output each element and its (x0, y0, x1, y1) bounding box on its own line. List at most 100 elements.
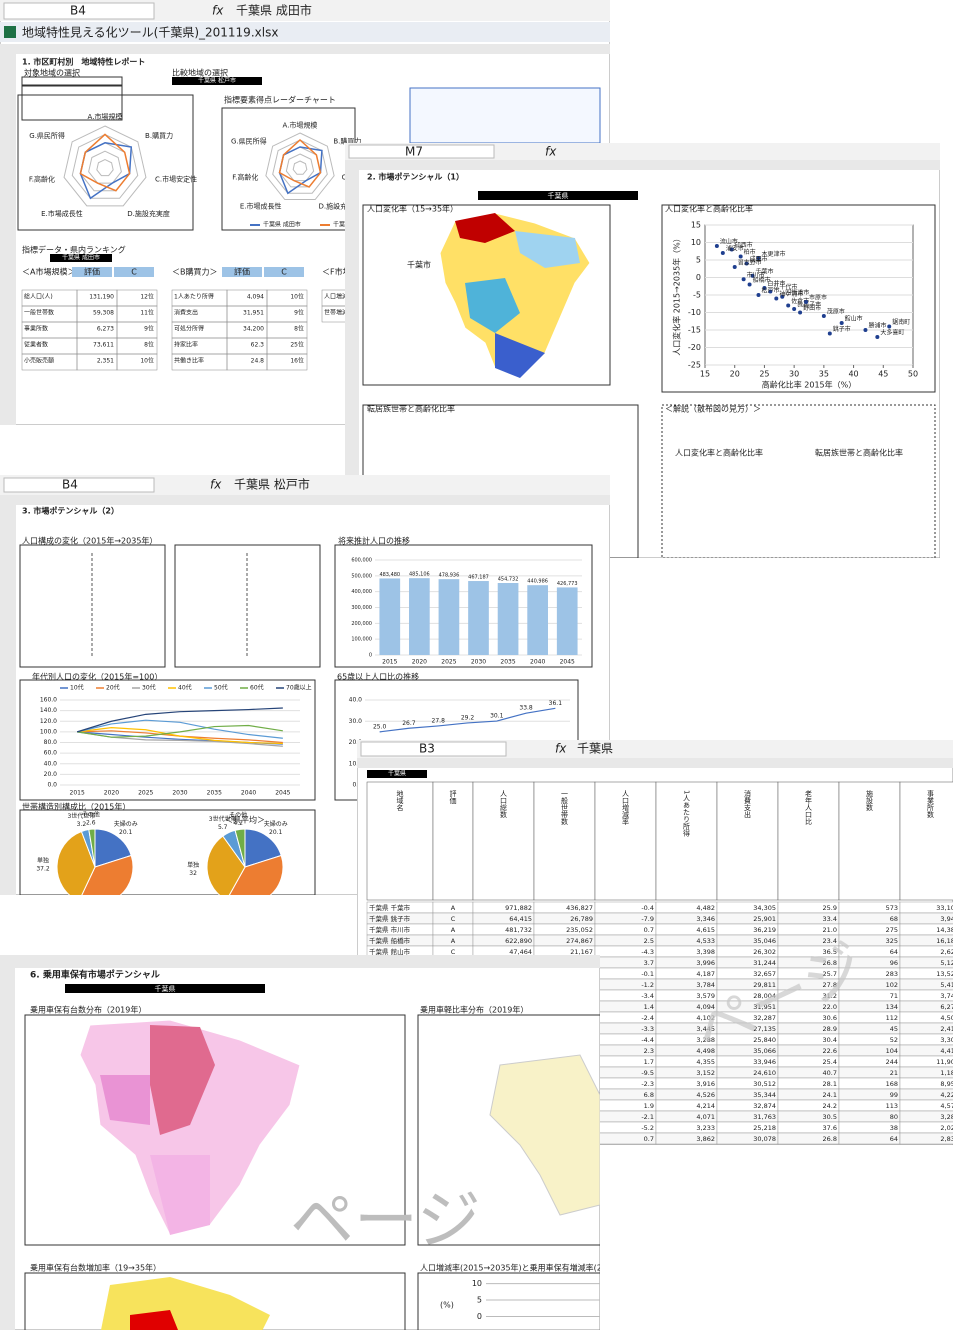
chart-title: 65歳以上人口比の推移 (337, 672, 419, 682)
cell-text: 25.9 (823, 904, 837, 912)
grade-cell (72, 267, 112, 277)
cell-text: 36,219 (753, 926, 776, 934)
cell-text: 4,187 (696, 970, 715, 978)
y-tick-label: 100.0 (40, 728, 57, 735)
radar-ring (63, 125, 147, 207)
cell-text: 8位 (294, 325, 304, 333)
cell-text: 102 (886, 981, 898, 989)
map-shape (489, 1054, 600, 1216)
cell-text: 5,411 (940, 981, 953, 989)
radar-ring (88, 150, 122, 184)
chart-title: 人口構成の変化（2015年→2035年） (22, 536, 157, 546)
cell-text: 4,533 (696, 937, 715, 945)
scatter-point (732, 265, 737, 269)
data-label: 29.2 (461, 714, 475, 721)
line-series (77, 727, 283, 745)
cell-text: 4,502 (940, 1014, 953, 1022)
bar (527, 585, 548, 655)
excel-window: M7 fx 2. 市場ポテンシャル（1） 千葉県 人口変化率（15→35年） 千… (345, 143, 940, 558)
legend-label: 40代 (178, 684, 192, 692)
point-label: 船橋市 (753, 276, 771, 284)
name-box[interactable]: B4 (70, 4, 86, 18)
scatter-point (792, 307, 797, 311)
cell-text: 59,308 (93, 310, 114, 317)
map-region (150, 1155, 210, 1235)
name-box[interactable]: M7 (405, 145, 423, 159)
cell-text: 1.4 (644, 1003, 654, 1011)
header-cell (533, 781, 596, 901)
data-label: 483,480 (379, 572, 400, 578)
cell-text: 9位 (294, 309, 304, 317)
pie-label: その他 (82, 811, 100, 819)
cell-text: 1人あたり所得 (174, 293, 214, 301)
cell-text: 4,094 (247, 294, 264, 301)
cell-text: 可処分所得 (174, 325, 204, 333)
grade-label: 評価 (84, 267, 100, 277)
bar (379, 578, 401, 655)
table-title: ＜B購買力＞ (172, 267, 218, 277)
cell-text: 30.5 (823, 1113, 837, 1121)
cell-text: 2,351 (97, 358, 114, 365)
watermark: ページ (290, 1185, 481, 1259)
y-tick-label: -15 (688, 326, 701, 335)
pie-slice (56, 830, 96, 895)
cell-text: 29,811 (753, 981, 776, 989)
x-tick-label: 2035 (207, 790, 222, 797)
chart-title: 乗用車保有台数分布（2019年） (30, 1005, 146, 1015)
radar-ring (265, 132, 335, 201)
radar-ring (96, 159, 114, 177)
cell-text: 33.4 (823, 915, 837, 923)
cell-text: 21 (890, 1069, 898, 1077)
x-tick-label: 2015 (382, 659, 397, 666)
y-tick-label: 10 (691, 238, 701, 247)
cell-text: 3,748 (940, 992, 953, 1000)
cell-text: 24,610 (753, 1069, 776, 1077)
cell-text: 2,412 (940, 1025, 953, 1033)
cell-text: 112 (886, 1014, 898, 1022)
point-label: 袖ケ浦市 (779, 290, 803, 298)
bar (497, 583, 519, 655)
column-header: 人口総数 (500, 790, 508, 819)
header-cell (655, 781, 718, 901)
pie-value: 5.7 (218, 824, 228, 831)
cell-text: -5.2 (641, 1124, 654, 1132)
cell-text: 38 (890, 1124, 898, 1132)
formula[interactable]: 千葉県 (577, 742, 613, 756)
cell-text: 人口増減率 (324, 293, 354, 301)
legend-label: 20代 (106, 684, 120, 692)
formula[interactable]: 千葉県 松戸市 (234, 477, 310, 492)
pie-slice (234, 828, 246, 868)
data-label: 485,106 (409, 572, 430, 578)
cell-text: 2,620 (940, 948, 953, 956)
pie-label: 3世代世帯 (68, 812, 96, 820)
point-label: 印西市 (735, 241, 753, 249)
name-box[interactable]: B4 (62, 478, 78, 492)
point-label: 松戸市 (761, 287, 779, 295)
cell-text: 4,355 (696, 1058, 715, 1066)
y-tick-label: 400,000 (351, 589, 372, 595)
name-box[interactable]: B3 (419, 742, 435, 756)
point-label: 勝浦市 (868, 322, 886, 330)
cell-text: 3,288 (696, 1036, 715, 1044)
cell-text: 31,951 (753, 1003, 776, 1011)
cell-text: 千葉県 館山市 (369, 947, 411, 956)
cell-text: 62.3 (251, 342, 265, 349)
cell-text: 従業者数 (24, 341, 48, 349)
x-tick-label: 2025 (441, 659, 456, 666)
cell-text: 共働き比率 (174, 357, 204, 365)
cell-text: 6,273 (97, 326, 114, 333)
scatter-point (747, 282, 752, 287)
compare-value: 千葉県 松戸市 (198, 77, 236, 85)
x-tick-label: 15 (700, 370, 710, 379)
y-tick-label: 0 (477, 1312, 482, 1321)
formula[interactable]: 千葉県 成田市 (236, 3, 312, 18)
axis-label: (%) (440, 1301, 454, 1310)
cell-text: 千葉県 船橋市 (369, 936, 411, 945)
scatter-point (774, 296, 779, 301)
x-tick-label: 2025 (138, 790, 153, 797)
cell-text: 71 (890, 992, 898, 1000)
map-region (100, 1075, 150, 1125)
data-label: 467,187 (468, 575, 489, 581)
cell-text: 99 (890, 1091, 898, 1099)
y-tick-label: 10.0 (349, 760, 363, 767)
